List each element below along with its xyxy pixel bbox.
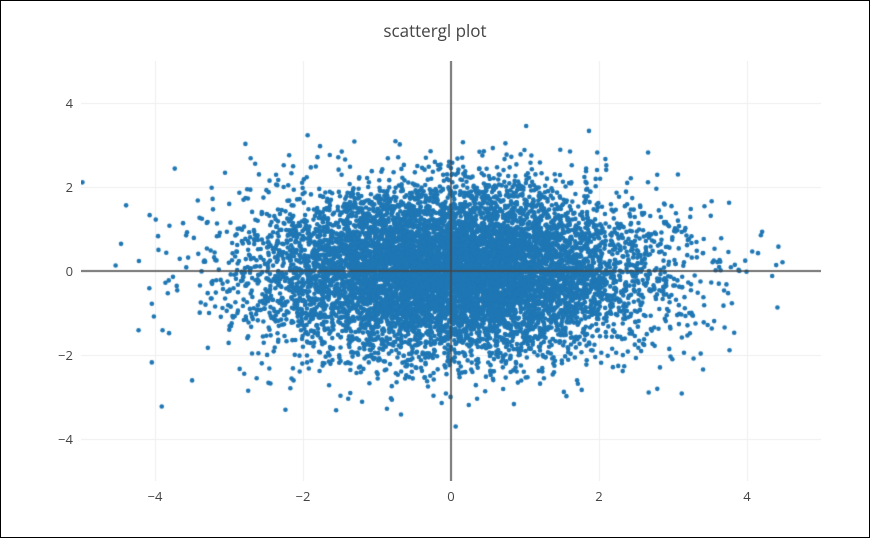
y-tick-label: 4 [33, 94, 81, 112]
axes-layer [81, 61, 821, 481]
y-tick-label: 0 [33, 262, 81, 280]
x-tick-label: 0 [431, 481, 471, 505]
x-tick-label: −2 [283, 481, 323, 505]
chart-title: scattergl plot [1, 19, 869, 42]
y-tick-label: −4 [33, 430, 81, 448]
x-tick-label: −4 [135, 481, 175, 505]
y-tick-label: −2 [33, 346, 81, 364]
x-tick-label: 4 [727, 481, 767, 505]
x-tick-label: 2 [579, 481, 619, 505]
plot-area[interactable]: −4−2024−4−2024 [81, 61, 821, 481]
chart-frame: scattergl plot −4−2024−4−2024 [0, 0, 870, 538]
y-tick-label: 2 [33, 178, 81, 196]
